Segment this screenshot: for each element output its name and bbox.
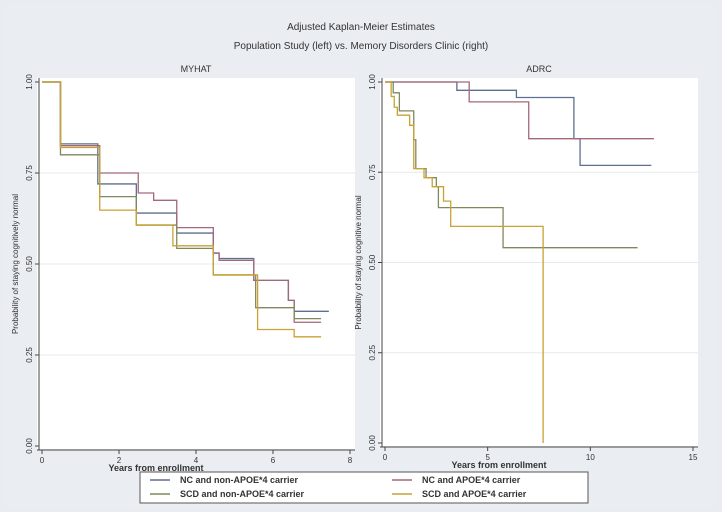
- y-axis-label: Probability of staying cognitive normal: [354, 195, 363, 330]
- x-tick-label: 0: [40, 456, 45, 465]
- y-tick-label: 0.00: [25, 438, 34, 454]
- x-tick-label: 0: [383, 453, 388, 462]
- x-tick-label: 5: [485, 453, 490, 462]
- legend-label: NC and non-APOE*4 carrier: [180, 475, 299, 485]
- x-axis-label: Years from enrollment: [451, 460, 546, 470]
- legend-item: SCD and non-APOE*4 carrier: [150, 489, 305, 499]
- y-tick-label: 0.75: [25, 165, 34, 181]
- series-line-2: [385, 81, 654, 140]
- y-tick-label: 0.50: [368, 254, 377, 270]
- panel-title: MYHAT: [181, 64, 212, 74]
- series-line-3: [42, 81, 322, 320]
- y-axis-label: Probability of staying cognitively norma…: [11, 194, 20, 334]
- y-tick-label: 1.00: [368, 74, 377, 90]
- y-tick-label: 0.50: [25, 256, 34, 272]
- panel-adrc: ADRC 0.00 0.25 0.50 0.75 1.00 0 5 10 15 Years from…: [354, 64, 698, 470]
- y-tick-label: 1.00: [25, 74, 34, 90]
- y-tick-label: 0.00: [368, 435, 377, 451]
- x-tick-label: 6: [271, 456, 276, 465]
- y-tick-label: 0.25: [25, 347, 34, 363]
- x-tick-label: 8: [348, 456, 353, 465]
- legend: NC and non-APOE*4 carrier NC and APOE*4 c…: [139, 471, 589, 504]
- x-tick-label: 2: [117, 456, 122, 465]
- legend-item: SCD and APOE*4 carrier: [392, 489, 527, 499]
- x-axis-label: Years from enrollment: [108, 463, 203, 473]
- series-line-1: [385, 81, 652, 167]
- legend-box: [139, 471, 589, 504]
- y-tick-label: 0.75: [368, 164, 377, 180]
- panel-title: ADRC: [526, 64, 552, 74]
- chart-subtitle: Population Study (left) vs. Memory Disor…: [234, 41, 489, 52]
- y-tick-label: 0.25: [368, 344, 377, 360]
- x-tick-label: 10: [586, 453, 595, 462]
- series-line-4: [42, 81, 322, 338]
- series-line-4: [385, 81, 544, 443]
- legend-label: NC and APOE*4 carrier: [422, 475, 521, 485]
- x-tick-label: 15: [689, 453, 698, 462]
- legend-item: NC and APOE*4 carrier: [392, 475, 521, 485]
- legend-label: SCD and APOE*4 carrier: [422, 489, 527, 499]
- panel-myhat: MYHAT 0.00 0.25 0.50 0.75 1.00 0 2 4 6 8 Years from…: [11, 64, 355, 473]
- legend-label: SCD and non-APOE*4 carrier: [180, 489, 305, 499]
- x-tick-label: 4: [194, 456, 199, 465]
- chart-title: Adjusted Kaplan-Meier Estimates: [287, 22, 435, 33]
- legend-item: NC and non-APOE*4 carrier: [150, 475, 299, 485]
